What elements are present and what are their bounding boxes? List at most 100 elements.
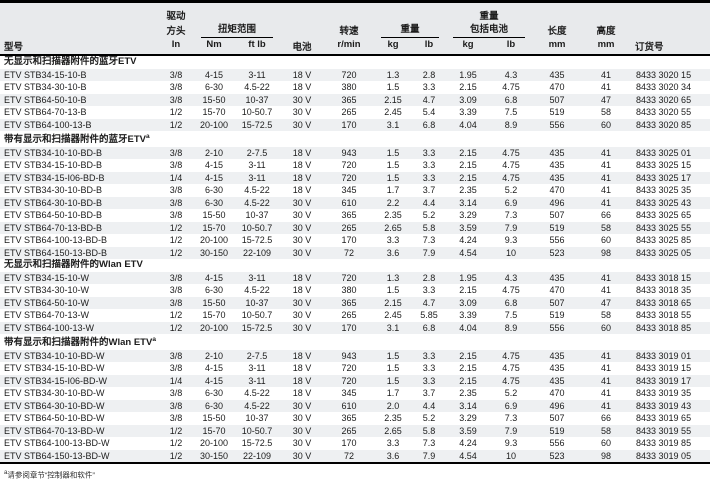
cell-value: 435	[532, 171, 583, 185]
footnote-marker: a	[4, 470, 8, 477]
table-row: ETV STB64-100-13-B 1/2 20-100 15-72.5 30 V 17…	[0, 118, 710, 131]
cell-value: 2.35	[384, 210, 402, 221]
cell-value: 3.3	[412, 171, 446, 185]
cell-order-no: 8433 3020 15	[630, 68, 710, 81]
cell-value: 470	[549, 388, 565, 399]
cell-order-no: 8433 3019 35	[636, 388, 692, 399]
cell-value: 47	[582, 93, 631, 106]
cell-order-no: 8433 3025 85	[636, 235, 692, 246]
cell-value: 58	[582, 424, 631, 438]
cell-value: 3/8	[158, 296, 194, 310]
cell-value: 10-37	[245, 210, 269, 221]
cell-value: 170	[341, 438, 357, 449]
cell-value: 3.7	[422, 388, 436, 399]
cell-value: 5.2	[422, 210, 436, 221]
col-header-weight-battery-lb: lb	[490, 38, 533, 55]
cell-value: 18 V	[280, 171, 324, 185]
cell-value: 1.5	[374, 146, 412, 160]
cell-value: 18 V	[292, 363, 312, 374]
cell-model: ETV STB64-150-13-BD-B	[0, 246, 158, 260]
cell-value: 20-100	[199, 235, 229, 246]
footnote-text: 请参阅章节“控制器和软件”	[7, 470, 95, 480]
cell-value: 2-7.5	[234, 146, 280, 160]
cell-value: 41	[582, 146, 631, 160]
cell-value: 2.15	[446, 146, 490, 160]
cell-value: 41	[582, 399, 631, 413]
cell-value: 6.8	[412, 321, 446, 335]
cell-value: 3/8	[169, 363, 183, 374]
cell-value: 2.8	[412, 271, 446, 285]
cell-value: 470	[549, 185, 565, 196]
table-body: 无显示和扫描器附件的蓝牙ETV ETV STB34-15-10-B 3/8 4-15 3…	[0, 55, 710, 464]
cell-model: ETV STB64-50-10-BD-B	[4, 210, 103, 221]
cell-value: 1.7	[386, 388, 400, 399]
cell-value: 4.3	[490, 68, 533, 81]
col-header-weight-group: 重量	[374, 23, 446, 38]
cell-value: 4.75	[502, 363, 520, 374]
section-heading-row: 带有显示和扫描器附件的Wlan ETVa	[0, 334, 710, 350]
cell-value: 4.75	[502, 285, 520, 296]
cell-value: 30-150	[194, 449, 234, 464]
cell-value: 98	[582, 246, 631, 260]
table-row: ETV STB64-70-13-W 1/2 15-70 10-50.7 30 V 265 2…	[0, 309, 710, 322]
cell-order-no: 8433 3018 85	[630, 321, 710, 335]
cell-model: ETV STB64-100-13-BD-W	[4, 438, 110, 449]
cell-value: 30 V	[280, 221, 324, 235]
table-row: ETV STB64-100-13-W 1/2 20-100 15-72.5 30 V 17…	[0, 321, 710, 335]
cell-value: 41	[582, 271, 631, 285]
cell-value: 30 V	[280, 321, 324, 335]
header-spacer	[582, 1, 631, 23]
col-header-speed: 转速	[324, 23, 374, 38]
cell-value: 1/2	[158, 221, 194, 235]
table-row: ETV STB34-10-10-BD-W 3/8 2-10 2-7.5 18 V 943 1…	[0, 349, 710, 363]
section-title: 无显示和扫描器附件的蓝牙ETV	[0, 55, 710, 69]
cell-value: 10-37	[245, 413, 269, 424]
cell-value: 30 V	[280, 399, 324, 413]
cell-value: 10-50.7	[234, 221, 280, 235]
cell-value: 41	[601, 82, 612, 92]
cell-value: 10-50.7	[234, 424, 280, 438]
cell-value: 507	[549, 210, 565, 221]
table-row: ETV STB34-30-10-W 3/8 6-30 4.5-22 18 V 380 1.5…	[0, 284, 710, 297]
cell-value: 170	[324, 321, 374, 335]
cell-value: 6-30	[204, 388, 223, 399]
cell-value: 72	[324, 449, 374, 464]
cell-value: 15-50	[202, 210, 226, 221]
cell-value: 41	[601, 363, 612, 374]
cell-value: 1.95	[446, 271, 490, 285]
cell-value: 18 V	[280, 271, 324, 285]
cell-value: 7.3	[422, 235, 436, 246]
cell-value: 10-50.7	[241, 310, 273, 321]
table-row: ETV STB34-15-I06-BD-B 1/4 4-15 3-11 18 V 720 1…	[0, 171, 710, 185]
cell-value: 380	[341, 82, 357, 92]
cell-value: 15-50	[194, 93, 234, 106]
cell-value: 18 V	[280, 374, 324, 388]
cell-model: ETV STB64-70-13-W	[4, 310, 90, 321]
table-row: ETV STB64-30-10-BD-B 3/8 6-30 4.5-22 30 V 610…	[0, 196, 710, 210]
cell-value: 435	[549, 363, 565, 374]
cell-value: 4.04	[446, 321, 490, 335]
cell-value: 1.7	[386, 185, 400, 196]
cell-order-no: 8433 3019 43	[630, 399, 710, 413]
cell-value: 4.5-22	[244, 388, 270, 399]
header-spacer	[194, 1, 280, 23]
cell-value: 720	[324, 271, 374, 285]
cell-model: ETV STB64-50-10-BD-W	[4, 413, 105, 424]
cell-value: 1/4	[158, 171, 194, 185]
cell-value: 1/2	[169, 235, 183, 246]
cell-value: 3-11	[234, 68, 280, 81]
cell-value: 3/8	[158, 271, 194, 285]
cell-value: 4.7	[412, 296, 446, 310]
cell-value: 7.9	[490, 221, 533, 235]
cell-value: 1.5	[386, 363, 400, 374]
cell-order-no: 8433 3019 01	[630, 349, 710, 363]
cell-value: 943	[324, 146, 374, 160]
cell-value: 4.7	[412, 93, 446, 106]
cell-value: 6.8	[412, 118, 446, 131]
cell-value: 7.9	[490, 424, 533, 438]
cell-value: 556	[532, 118, 583, 131]
col-header-model: 型号	[0, 1, 158, 55]
cell-value: 523	[532, 449, 583, 464]
cell-value: 1/2	[169, 107, 183, 117]
